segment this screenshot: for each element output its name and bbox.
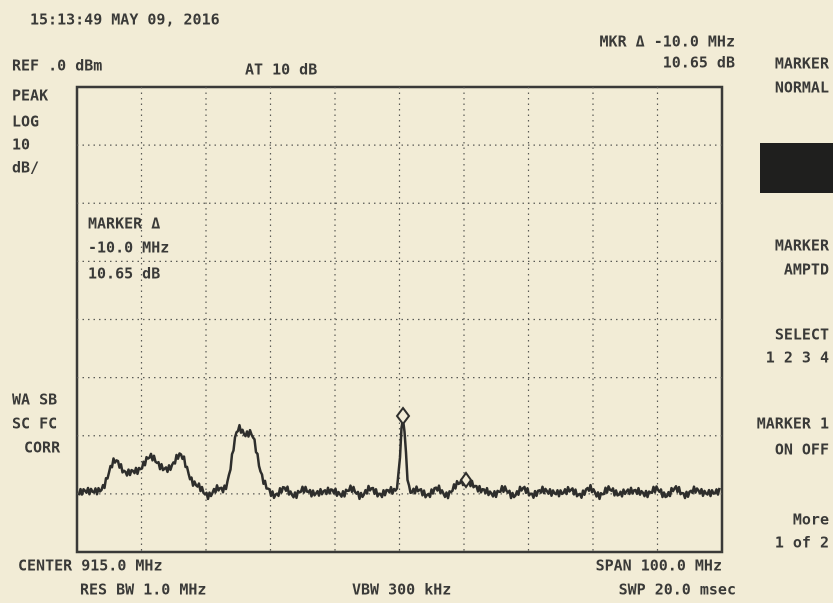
softkey-label: More [793, 511, 829, 529]
softkey-label: 1 2 3 4 [766, 349, 829, 367]
marker-delta: MKR Δ -10.0 MHz [600, 33, 735, 51]
vbw: VBW 300 kHz [352, 581, 451, 599]
softkey-label: AMPTD [784, 261, 829, 279]
span: SPAN 100.0 MHz [596, 557, 722, 575]
scale: 10 [12, 136, 30, 154]
flag: SC FC [12, 415, 57, 433]
marker-annotation: MARKER Δ [88, 215, 160, 233]
flag: CORR [24, 439, 61, 457]
res-bw: RES BW 1.0 MHz [80, 581, 206, 599]
softkey-label: MARKER [775, 55, 830, 73]
softkey-label: ON OFF [775, 441, 829, 459]
ref-level: REF .0 dBm [12, 57, 102, 75]
detector: PEAK [12, 87, 48, 105]
background [0, 0, 833, 603]
sweep-time: SWP 20.0 msec [619, 581, 736, 599]
marker-annotation: 10.65 dB [88, 265, 160, 283]
analyzer-screen: 15:13:49 MAY 09, 2016 REF .0 dBm AT 10 d… [0, 0, 833, 603]
scale: LOG [12, 113, 39, 131]
softkey-label: MARKER [775, 237, 830, 255]
softkey-label: MARKER 1 [757, 415, 829, 433]
center-freq: CENTER 915.0 MHz [18, 557, 163, 575]
softkey-label: 1 of 2 [775, 534, 829, 552]
softkey-label: NORMAL [775, 79, 829, 97]
attenuation: AT 10 dB [245, 61, 317, 79]
flag: WA SB [12, 391, 57, 409]
softkey-label: SELECT [775, 326, 829, 344]
timestamp: 15:13:49 MAY 09, 2016 [30, 11, 220, 29]
scale: dB/ [12, 159, 39, 177]
marker-level: 10.65 dB [663, 54, 735, 72]
blank-softkey [760, 143, 833, 193]
marker-annotation: -10.0 MHz [88, 239, 169, 257]
